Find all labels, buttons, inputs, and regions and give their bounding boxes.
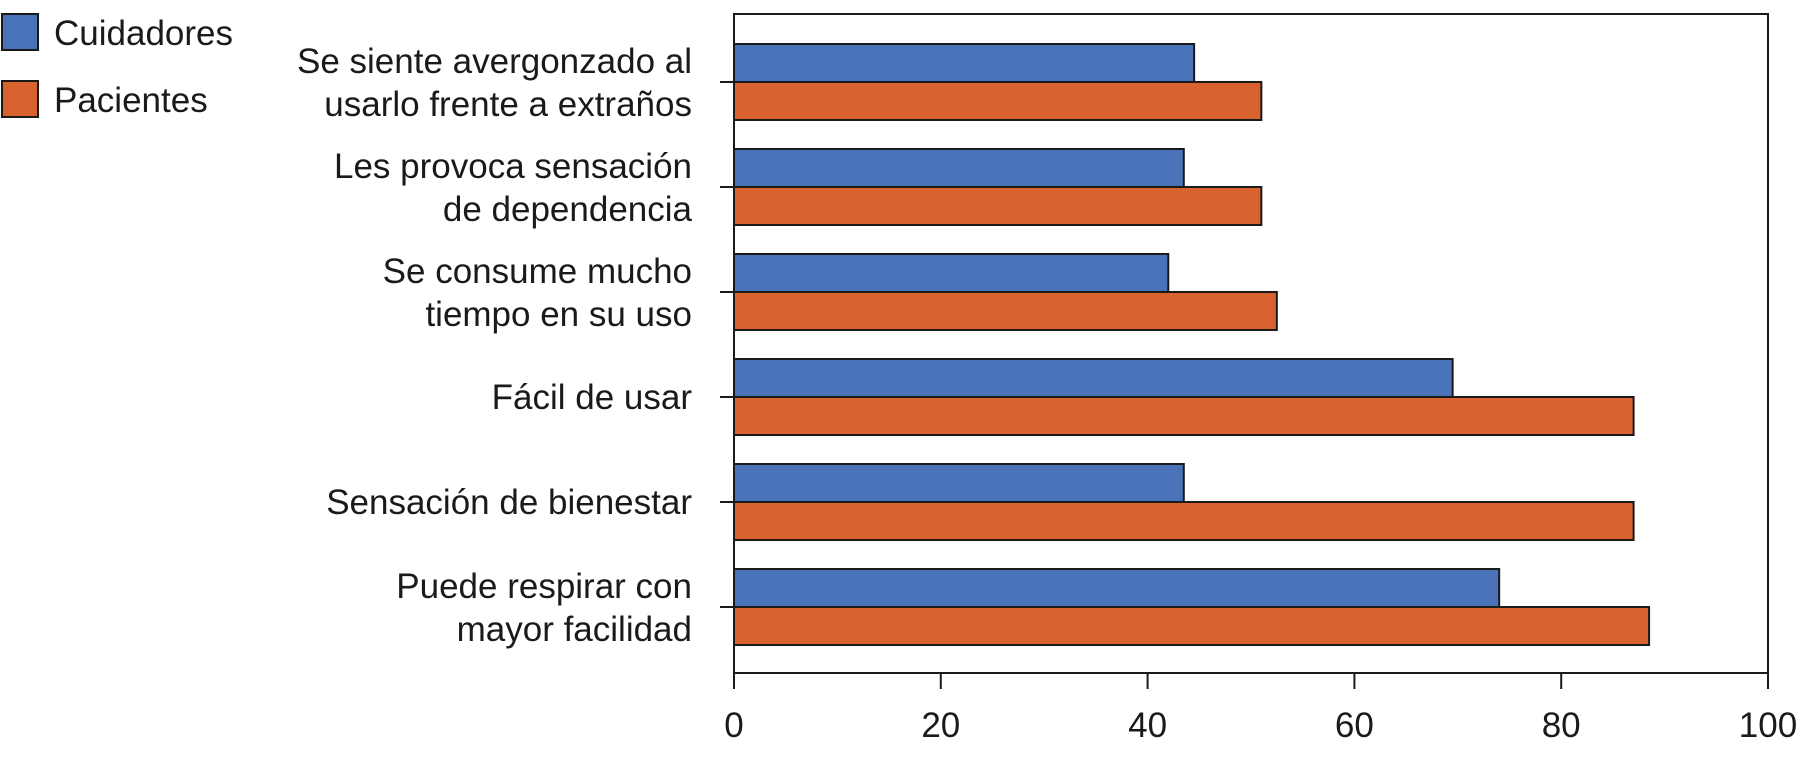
- x-tick-label: 40: [1128, 706, 1167, 745]
- x-tick-label: 20: [921, 706, 960, 745]
- bar-cuidadores: [733, 148, 1185, 188]
- bar-cuidadores: [733, 43, 1196, 83]
- bar-pacientes: [733, 606, 1651, 646]
- bar-pacientes: [733, 501, 1635, 541]
- category-label: tiempo en su uso: [425, 295, 692, 334]
- bar-pacientes: [733, 291, 1278, 331]
- bar-cuidadores: [733, 253, 1170, 293]
- bar-cuidadores: [733, 463, 1185, 503]
- x-tick-label: 0: [724, 706, 743, 745]
- x-tick-label: 80: [1542, 706, 1581, 745]
- bar-cuidadores: [733, 358, 1454, 398]
- category-label: Fácil de usar: [492, 378, 693, 417]
- category-label: Sensación de bienestar: [326, 483, 692, 522]
- category-label: Puede respirar con: [396, 567, 692, 606]
- legend-label-cuidadores: Cuidadores: [54, 14, 233, 53]
- legend: Cuidadores Pacientes: [1, 13, 233, 120]
- category-label: usarlo frente a extraños: [324, 85, 692, 124]
- plot-frame: [733, 13, 1769, 674]
- category-label: mayor facilidad: [457, 610, 692, 649]
- x-tick-label: 60: [1335, 706, 1374, 745]
- bar-pacientes: [733, 81, 1263, 121]
- bar-pacientes: [733, 396, 1635, 436]
- category-label: Les provoca sensación: [334, 147, 692, 186]
- plot-area: 0 20 40 60 80 100 Se siente avergonzado al usar…: [297, 13, 1797, 745]
- bar-pacientes: [733, 186, 1263, 226]
- x-tick-label: 100: [1739, 706, 1797, 745]
- legend-swatch-cuidadores: [1, 13, 39, 51]
- category-label: Se siente avergonzado al: [297, 42, 692, 81]
- category-label: Se consume mucho: [383, 252, 692, 291]
- category-label: de dependencia: [443, 190, 693, 229]
- legend-swatch-pacientes: [1, 80, 39, 118]
- bar-cuidadores: [733, 568, 1501, 608]
- legend-label-pacientes: Pacientes: [54, 81, 208, 120]
